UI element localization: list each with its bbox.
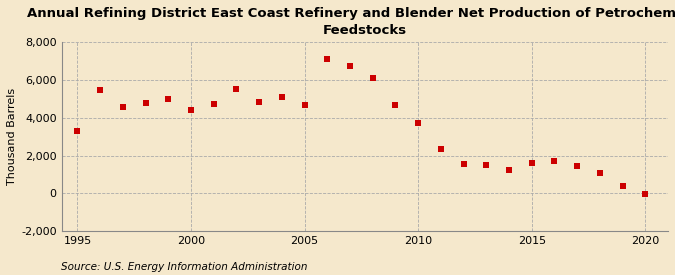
Point <box>640 192 651 197</box>
Point <box>345 64 356 68</box>
Point <box>322 57 333 62</box>
Point <box>186 108 196 112</box>
Point <box>231 86 242 91</box>
Point <box>435 147 446 151</box>
Point <box>140 101 151 105</box>
Point <box>526 161 537 165</box>
Point <box>549 159 560 164</box>
Text: Source: U.S. Energy Information Administration: Source: U.S. Energy Information Administ… <box>61 262 307 272</box>
Point <box>209 101 219 106</box>
Y-axis label: Thousand Barrels: Thousand Barrels <box>7 88 17 185</box>
Point <box>254 100 265 104</box>
Title: Annual Refining District East Coast Refinery and Blender Net Production of Petro: Annual Refining District East Coast Refi… <box>27 7 675 37</box>
Point <box>299 102 310 107</box>
Point <box>617 184 628 188</box>
Point <box>277 95 288 99</box>
Point <box>458 162 469 166</box>
Point <box>481 163 492 167</box>
Point <box>572 164 583 168</box>
Point <box>117 104 128 109</box>
Point <box>390 102 401 107</box>
Point <box>367 76 378 80</box>
Point <box>72 129 83 133</box>
Point <box>95 87 105 92</box>
Point <box>49 150 60 154</box>
Point <box>413 120 424 125</box>
Point <box>163 97 173 101</box>
Point <box>595 170 605 175</box>
Point <box>504 167 514 172</box>
